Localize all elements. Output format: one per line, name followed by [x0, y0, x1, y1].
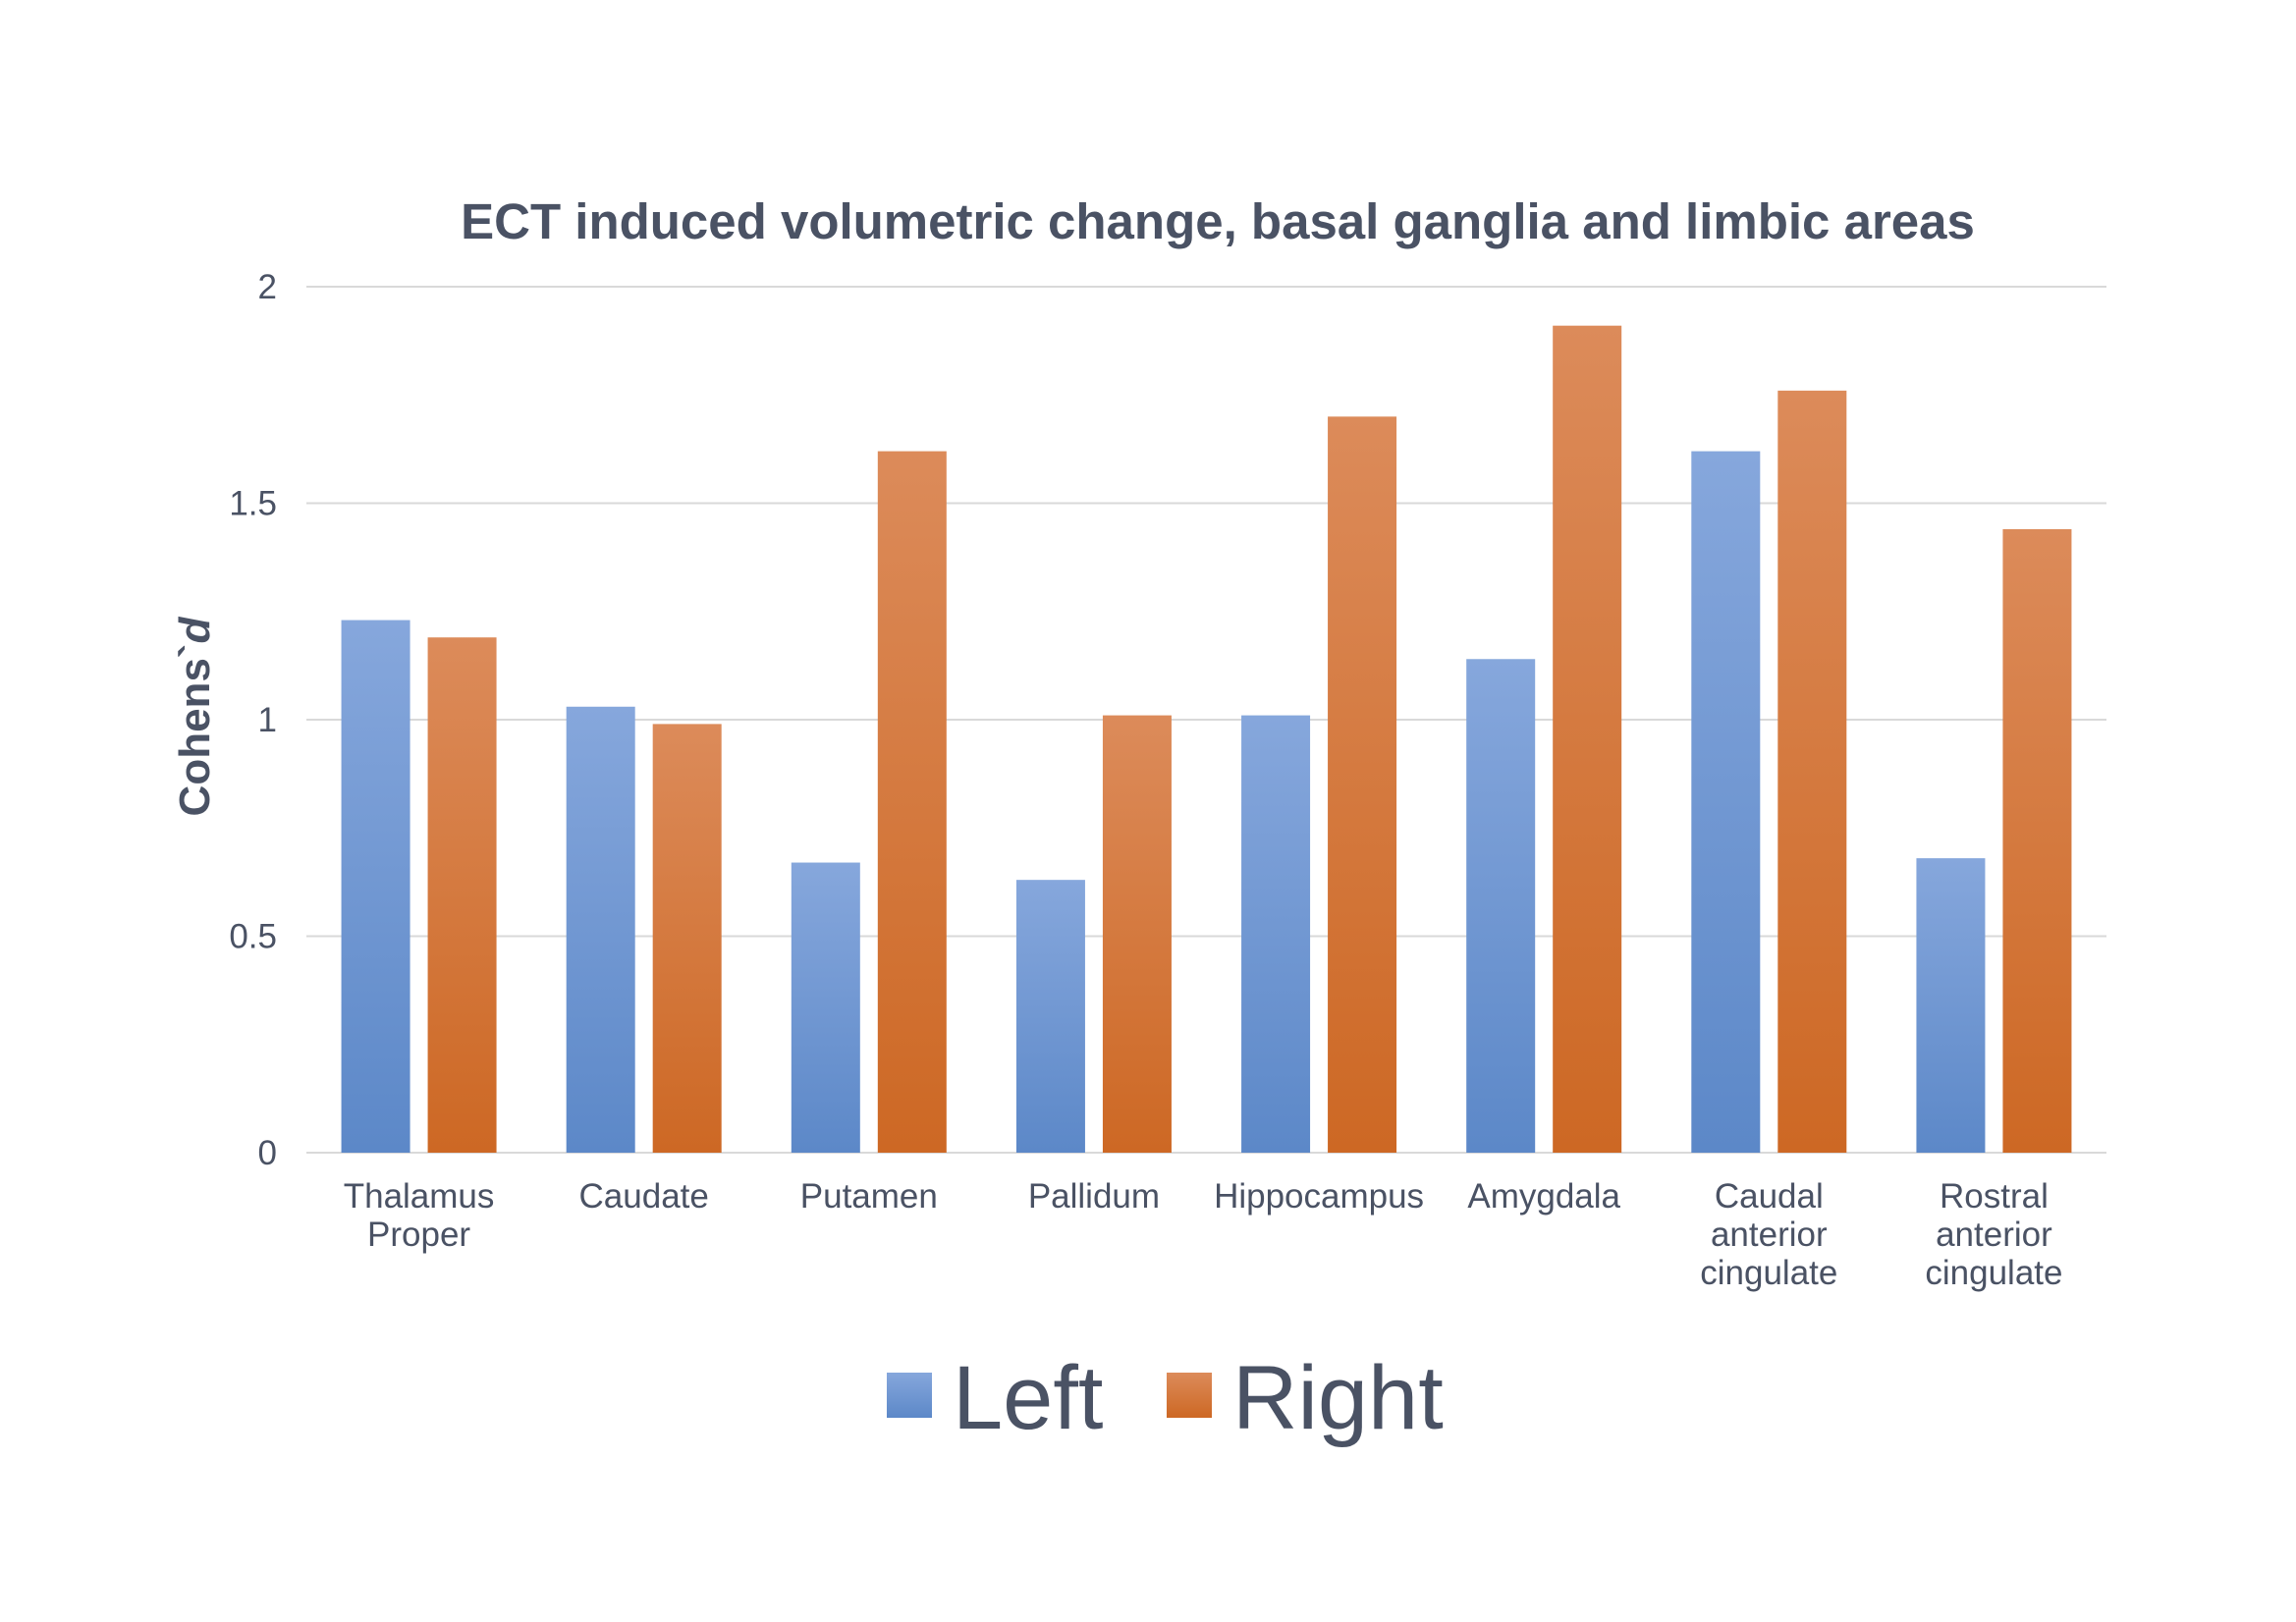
bar-right — [1553, 325, 1622, 1153]
bar-left — [1466, 659, 1536, 1153]
y-tick-label: 0 — [258, 1134, 277, 1172]
bar-left — [566, 706, 635, 1153]
bar-left — [1015, 880, 1085, 1153]
x-category-label: Pallidum — [1028, 1177, 1160, 1216]
bar-right — [2002, 528, 2072, 1153]
legend-swatch-left — [887, 1373, 932, 1418]
bar-left — [1916, 858, 1986, 1153]
x-category-label: Caudate — [579, 1177, 709, 1216]
y-tick-label: 0.5 — [229, 918, 277, 956]
bar-right — [1328, 416, 1397, 1153]
bar-left — [791, 862, 860, 1153]
x-category-label: Rostral anterior cingulate — [1925, 1177, 2062, 1292]
bar-left — [1241, 715, 1311, 1153]
bar-right — [427, 637, 497, 1153]
x-category-label: Caudal anterior cingulate — [1700, 1177, 1837, 1292]
bar-right — [877, 451, 947, 1154]
bars — [341, 325, 2072, 1154]
legend-label-right: Right — [1232, 1348, 1444, 1448]
x-category-label: Putamen — [800, 1177, 938, 1216]
y-axis-label: Cohens`d — [171, 616, 219, 816]
y-tick-label: 1.5 — [229, 485, 277, 523]
chart-title: ECT induced volumetric change, basal gan… — [461, 193, 1975, 249]
x-category-label: Hippocampus — [1214, 1177, 1424, 1216]
legend: Left Right — [887, 1348, 1444, 1448]
bar-right — [1777, 390, 1847, 1154]
legend-swatch-right — [1167, 1373, 1212, 1418]
bar-right — [652, 724, 722, 1153]
y-tick-label: 1 — [258, 701, 277, 739]
bar-left — [341, 620, 410, 1153]
y-tick-label: 2 — [258, 268, 277, 306]
x-axis-categories: Thalamus Proper Caudate Putamen Pallidum Hipp… — [344, 1177, 2063, 1292]
bar-right — [1102, 715, 1172, 1153]
legend-label-left: Left — [953, 1348, 1103, 1448]
bar-left — [1691, 451, 1761, 1154]
y-axis-label-prefix: Cohens` — [171, 643, 219, 816]
x-category-label: Amygdala — [1467, 1177, 1620, 1216]
x-category-label: Thalamus Proper — [344, 1177, 495, 1254]
y-axis-label-italic: d — [171, 616, 219, 643]
y-axis-ticks: 0 0.5 1 1.5 2 — [229, 268, 277, 1172]
